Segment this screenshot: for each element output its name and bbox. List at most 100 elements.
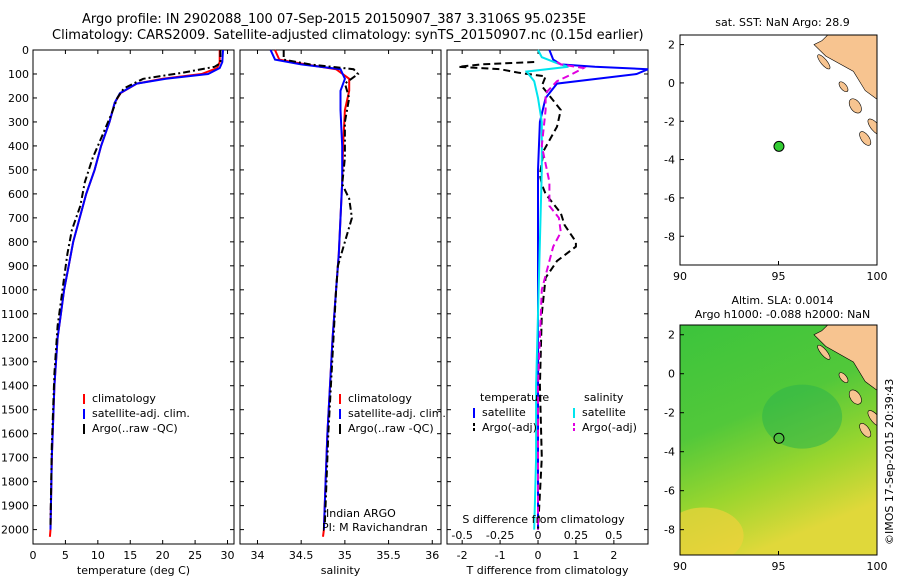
salinity-series-1 xyxy=(269,49,346,530)
map_sla-ytick-label: -6 xyxy=(664,485,675,498)
map_sla-title: Altim. SLA: 0.0014 xyxy=(731,294,833,307)
difference-xtick-label: 1 xyxy=(572,549,579,562)
salinity-legend-entry: climatology xyxy=(348,392,412,405)
map_sst-ytick-label: -4 xyxy=(664,154,675,167)
salinity-diff-tick-label: 0.25 xyxy=(564,529,589,542)
legend-entry: Argo(-adj) xyxy=(482,421,537,434)
temperature-xlabel: temperature (deg C) xyxy=(77,564,190,577)
map_sla-ytick-label: -8 xyxy=(664,524,675,537)
sumatra-landmass xyxy=(813,325,877,391)
map_sst-xtick-label: 90 xyxy=(673,270,687,283)
temperature-xtick-label: 0 xyxy=(30,549,37,562)
temperature-legend-entry: Argo(..raw -QC) xyxy=(92,422,178,435)
temperature-series-0 xyxy=(48,50,221,537)
depth-tick-label: 300 xyxy=(8,116,29,129)
depth-tick-label: 2000 xyxy=(1,524,29,537)
depth-tick-label: 1300 xyxy=(1,356,29,369)
map_sla-sla-high xyxy=(680,507,744,555)
salinity-diff-tick-label: -0.5 xyxy=(451,529,472,542)
island xyxy=(859,131,872,146)
depth-tick-label: 1700 xyxy=(1,452,29,465)
salinity-diff-tick-label: 0 xyxy=(535,529,542,542)
island xyxy=(817,344,831,360)
depth-tick-label: 700 xyxy=(8,212,29,225)
depth-tick-label: 500 xyxy=(8,164,29,177)
map_sst-plot-area xyxy=(813,35,877,146)
map_sst-ytick-label: -6 xyxy=(664,192,675,205)
island xyxy=(859,423,872,438)
chart-subtitle: Climatology: CARS2009. Satellite-adjuste… xyxy=(52,28,644,43)
temperature-xtick-label: 30 xyxy=(221,549,235,562)
difference-xtick-label: 2 xyxy=(610,549,617,562)
map_sla-xtick-label: 95 xyxy=(772,560,786,573)
salinity-series-0 xyxy=(274,49,351,537)
map_sst-title: sat. SST: NaN Argo: 28.9 xyxy=(715,16,849,29)
map_sla-ytick-label: 0 xyxy=(668,368,675,381)
chart-title: Argo profile: IN 2902088_100 07-Sep-2015… xyxy=(82,12,587,27)
temperature-legend-entry: climatology xyxy=(92,392,156,405)
argo-float-marker xyxy=(773,432,785,444)
legend-entry: satellite xyxy=(582,406,626,419)
temperature-xtick-label: 5 xyxy=(62,549,69,562)
salinity-diff-tick-label: -0.25 xyxy=(486,529,514,542)
salinity-xtick-label: 35 xyxy=(338,549,352,562)
salinity-frame xyxy=(239,49,442,545)
difference-panel: -2 -1 0 1 2 T difference from climatology -0.5… xyxy=(446,49,649,577)
legend-group-title: salinity xyxy=(584,391,624,404)
difference-series-2 xyxy=(524,49,569,530)
temperature-xtick-label: 15 xyxy=(123,549,137,562)
difference-xtick-label: -2 xyxy=(457,549,468,562)
map_sla-sla-low xyxy=(762,384,843,449)
timestamp-stamp: ©IMOS 17-Sep-2015 20:39:43 xyxy=(883,379,896,545)
depth-tick-label: 1400 xyxy=(1,380,29,393)
depth-tick-label: 100 xyxy=(8,68,29,81)
depth-tick-label: 200 xyxy=(8,92,29,105)
depth-tick-label: 1800 xyxy=(1,476,29,489)
salinity-legend-entry: satellite-adj. clim. xyxy=(348,407,446,420)
salinity-xtick-label: 35.5 xyxy=(376,549,401,562)
map_sst-xtick-label: 95 xyxy=(772,270,786,283)
difference-xlabel: T difference from climatology xyxy=(466,564,629,577)
island xyxy=(867,118,877,136)
salinity-xlabel: salinity xyxy=(321,564,361,577)
salinity-diff-tick-label: 0.5 xyxy=(605,529,623,542)
sst-map-panel: 90 95 100 -8 -6 -4 -2 0 2 sat. SST: NaN Argo: 28.… xyxy=(664,16,887,283)
salinity-series-2 xyxy=(282,50,360,525)
island xyxy=(838,81,849,93)
map_sst-ytick-label: 2 xyxy=(668,39,675,52)
temperature-xtick-label: 10 xyxy=(91,549,105,562)
legend-entry: satellite xyxy=(482,406,526,419)
argo-float-marker xyxy=(773,140,785,152)
difference-frame xyxy=(446,49,649,545)
temperature-xtick-label: 20 xyxy=(156,549,170,562)
credit-org: Indian ARGO xyxy=(326,507,396,520)
salinity-panel: 34 34.5 35 35.5 36 salinity climatology satelli… xyxy=(239,49,446,577)
legend-group-title: temperature xyxy=(480,391,549,404)
map_sla-ytick-label: -2 xyxy=(664,407,675,420)
map_sla-ytick-label: -4 xyxy=(664,446,675,459)
map_sst-ytick-label: -8 xyxy=(664,230,675,243)
map_sla-plot-area xyxy=(680,325,877,555)
salinity-legend-entry: Argo(..raw -QC) xyxy=(348,422,434,435)
island xyxy=(848,98,862,114)
depth-tick-label: 1200 xyxy=(1,332,29,345)
depth-tick-label: 1000 xyxy=(1,284,29,297)
temperature-series-2 xyxy=(49,50,222,525)
map_sla-subtitle: Argo h1000: -0.088 h2000: NaN xyxy=(695,308,871,321)
map_sst-ytick-label: -2 xyxy=(664,115,675,128)
map_sla-xtick-label: 90 xyxy=(673,560,687,573)
sumatra-landmass xyxy=(813,35,877,100)
temperature-legend-entry: satellite-adj. clim. xyxy=(92,407,190,420)
island xyxy=(838,372,849,383)
salinity-xtick-label: 36 xyxy=(425,549,439,562)
map_sla-ytick-label: 2 xyxy=(668,329,675,342)
map_sst-xtick-label: 100 xyxy=(867,270,888,283)
salinity-diff-axis-label: S difference from climatology xyxy=(462,513,625,526)
island xyxy=(817,54,831,70)
map_sla-xtick-label: 100 xyxy=(867,560,888,573)
temperature-panel: 0 5 10 15 20 25 300100200300400500600700800900… xyxy=(1,44,235,577)
temperature-series-1 xyxy=(49,49,224,530)
salinity-xtick-label: 34 xyxy=(250,549,264,562)
depth-tick-label: 900 xyxy=(8,260,29,273)
